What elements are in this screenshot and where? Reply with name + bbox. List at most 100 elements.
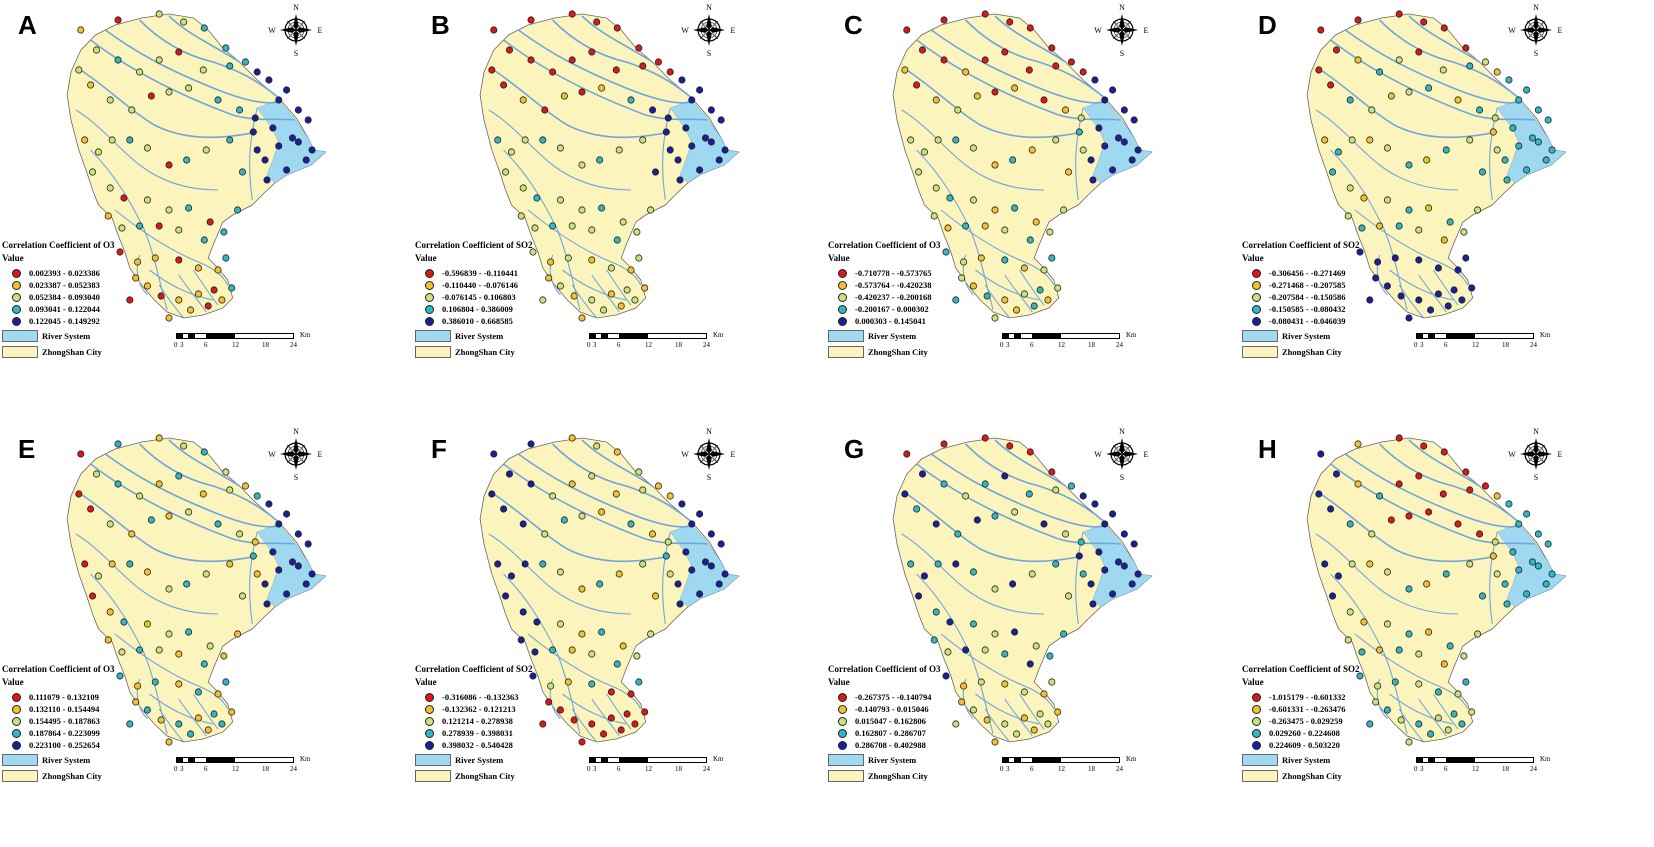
legend-river-swatch [415, 754, 451, 766]
sample-point [275, 520, 283, 528]
sample-point [991, 161, 999, 169]
city-boundary [892, 437, 1153, 743]
scale-segment [234, 757, 294, 763]
legend-class-label: 0.278939 - 0.398031 [442, 728, 513, 738]
north-arrow-compass-icon: N S W E [1508, 427, 1562, 482]
sample-point [639, 62, 647, 70]
sample-point [649, 530, 657, 538]
sample-point [969, 568, 977, 576]
sample-point [502, 592, 510, 600]
legend-title: Correlation Coefficient of SO2 [1242, 240, 1360, 250]
legend-swatch [1252, 728, 1261, 738]
sample-point [89, 168, 97, 176]
legend-class-row: -0.080431 - -0.046039 [1242, 315, 1442, 327]
sample-point [598, 204, 606, 212]
sample-point [214, 96, 222, 104]
sample-point [991, 585, 999, 593]
compass-label-s: S [707, 473, 711, 482]
sample-point [108, 560, 116, 568]
sample-point [175, 720, 183, 728]
sample-point [578, 512, 586, 520]
sample-point [1334, 148, 1342, 156]
legend-class-label: -0.316086 - -0.132363 [442, 692, 519, 702]
river-line [930, 453, 1105, 528]
sample-point [1101, 520, 1109, 528]
scale-tick-label: 24 [1530, 765, 1537, 773]
zhongshan-map [1306, 434, 1567, 746]
sample-point [155, 222, 163, 230]
sample-point [1044, 720, 1052, 728]
scale-tick-label: 12 [1472, 765, 1479, 773]
sample-point [1356, 248, 1364, 256]
sample-point [251, 114, 259, 122]
sample-point [1009, 156, 1017, 164]
sample-point [1466, 62, 1474, 70]
sample-point [1114, 558, 1123, 566]
sample-point [519, 96, 527, 104]
sample-point [1415, 680, 1423, 688]
river-line [90, 573, 168, 735]
legend-class-label: -0.150585 - -0.080432 [1269, 304, 1346, 314]
sample-point [942, 248, 950, 256]
sample-point [676, 176, 684, 184]
scale-tick-label: 24 [290, 341, 297, 349]
legend-swatch [838, 740, 847, 750]
river-line [1408, 15, 1480, 63]
scale-tick-label: 24 [703, 341, 710, 349]
legend-class-label: -0.200167 - 0.000302 [855, 304, 929, 314]
sample-point [1020, 290, 1028, 298]
sample-point [598, 628, 606, 636]
sample-point [983, 716, 991, 724]
sample-point [1001, 472, 1009, 480]
sample-point [517, 636, 525, 644]
sample-point [1391, 678, 1399, 686]
sample-point [1317, 450, 1325, 458]
sample-point [1001, 256, 1009, 264]
sample-point [981, 480, 989, 488]
sample-point [707, 106, 715, 114]
sample-point [505, 470, 514, 478]
sample-point [588, 650, 596, 658]
sample-point [1509, 124, 1517, 132]
legend-swatch [425, 704, 434, 714]
legend-class-label: -0.710778 - -0.573765 [855, 268, 932, 278]
legend-value-label: Value [2, 677, 24, 687]
scale-tick-label: 18 [1088, 341, 1095, 349]
sample-point [1079, 570, 1087, 578]
sample-point [570, 716, 578, 724]
sample-point [206, 642, 214, 650]
legend-swatch [1252, 716, 1261, 726]
sample-point [533, 618, 541, 626]
sample-point [507, 572, 515, 580]
sample-point [1489, 128, 1497, 136]
scale-tick-label: 0 [174, 765, 178, 773]
sample-point [1064, 168, 1073, 176]
city-boundary [66, 437, 327, 743]
river-line [984, 284, 1011, 319]
river-line [940, 209, 1055, 286]
sample-point [165, 314, 173, 322]
compass-label-n: N [293, 427, 299, 436]
sample-point [593, 18, 601, 26]
sample-point [1376, 492, 1384, 500]
river-line [158, 708, 185, 743]
zhongshan-map [479, 434, 740, 746]
scale-segment [619, 333, 649, 339]
sample-point [1458, 296, 1466, 304]
legend-swatch [838, 268, 847, 278]
legend-city-swatch [415, 770, 451, 782]
sample-point [1493, 68, 1501, 76]
sample-point [707, 562, 715, 570]
sample-point [1415, 472, 1423, 480]
scale-tick-label: 3 [1006, 341, 1010, 349]
scale-tick-label: 6 [1030, 341, 1034, 349]
river-line [1330, 573, 1408, 735]
sample-point [304, 116, 312, 124]
river-line [80, 69, 258, 139]
sample-point [275, 566, 283, 574]
scale-segment [647, 757, 707, 763]
sample-point [114, 480, 122, 488]
river-line [139, 443, 280, 523]
sample-point [1048, 468, 1056, 476]
sample-point [633, 652, 641, 660]
